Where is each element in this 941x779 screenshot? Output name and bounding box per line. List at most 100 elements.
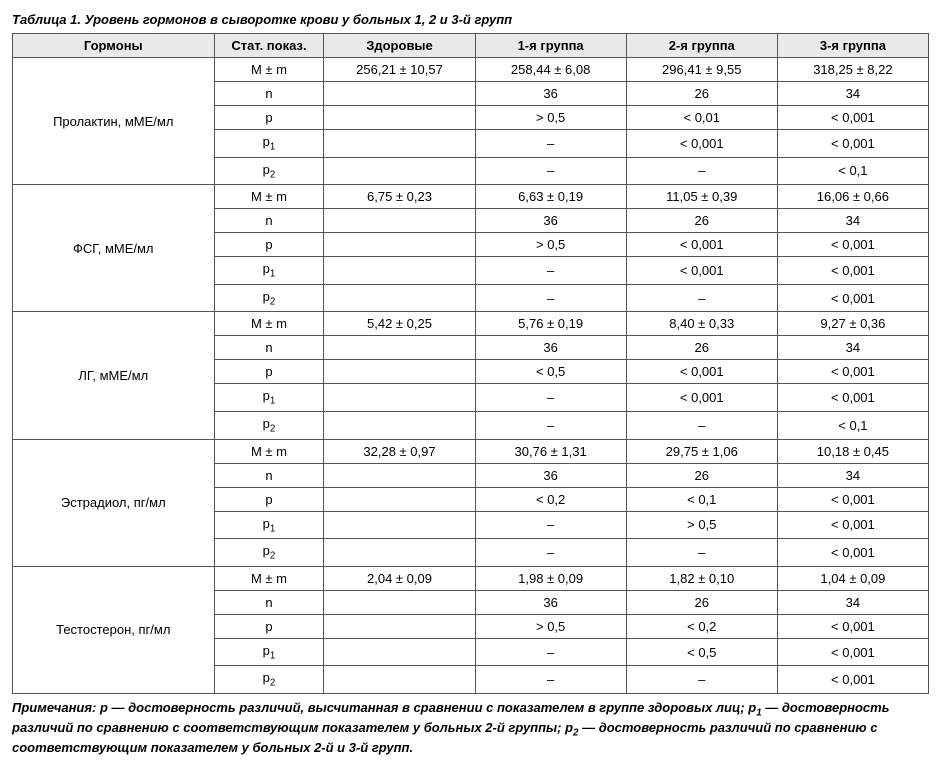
value-cell <box>324 487 475 511</box>
value-cell: – <box>626 157 777 185</box>
stat-label-cell: M ± m <box>214 312 324 336</box>
value-cell: – <box>626 666 777 694</box>
value-cell <box>324 284 475 312</box>
stat-label-cell: n <box>214 209 324 233</box>
value-cell: < 0,001 <box>777 106 928 130</box>
value-cell: 296,41 ± 9,55 <box>626 58 777 82</box>
stat-label-cell: M ± m <box>214 58 324 82</box>
value-cell: 8,40 ± 0,33 <box>626 312 777 336</box>
value-cell: < 0,001 <box>777 666 928 694</box>
value-cell: > 0,5 <box>475 614 626 638</box>
value-cell: < 0,1 <box>777 157 928 185</box>
value-cell <box>324 257 475 285</box>
hormone-table: Гормоны Стат. показ. Здоровые 1-я группа… <box>12 33 929 694</box>
value-cell <box>324 360 475 384</box>
value-cell: 318,25 ± 8,22 <box>777 58 928 82</box>
value-cell: 5,76 ± 0,19 <box>475 312 626 336</box>
value-cell: < 0,001 <box>777 130 928 158</box>
value-cell <box>324 614 475 638</box>
value-cell: 26 <box>626 590 777 614</box>
value-cell <box>324 336 475 360</box>
value-cell: 1,82 ± 0,10 <box>626 566 777 590</box>
stat-label-cell: p1 <box>214 257 324 285</box>
value-cell: 16,06 ± 0,66 <box>777 185 928 209</box>
value-cell: > 0,5 <box>475 233 626 257</box>
value-cell: – <box>475 666 626 694</box>
col-group2: 2-я группа <box>626 34 777 58</box>
value-cell <box>324 130 475 158</box>
value-cell: 36 <box>475 463 626 487</box>
value-cell: – <box>475 638 626 666</box>
table-row: Тестостерон, пг/млM ± m2,04 ± 0,091,98 ±… <box>13 566 929 590</box>
value-cell: < 0,001 <box>777 539 928 567</box>
value-cell: 34 <box>777 463 928 487</box>
value-cell: – <box>475 284 626 312</box>
stat-label-cell: p <box>214 360 324 384</box>
value-cell: – <box>475 539 626 567</box>
value-cell: 36 <box>475 336 626 360</box>
value-cell: < 0,001 <box>777 360 928 384</box>
value-cell <box>324 539 475 567</box>
stat-label-cell: p2 <box>214 157 324 185</box>
value-cell: < 0,001 <box>777 284 928 312</box>
stat-label-cell: M ± m <box>214 439 324 463</box>
value-cell: 2,04 ± 0,09 <box>324 566 475 590</box>
notes-text-1: Примечания: p — достоверность различий, … <box>12 700 756 715</box>
hormone-cell: Тестостерон, пг/мл <box>13 566 215 693</box>
value-cell: 10,18 ± 0,45 <box>777 439 928 463</box>
value-cell <box>324 463 475 487</box>
value-cell: 34 <box>777 82 928 106</box>
value-cell: – <box>475 157 626 185</box>
value-cell: 36 <box>475 209 626 233</box>
col-group1: 1-я группа <box>475 34 626 58</box>
value-cell <box>324 638 475 666</box>
value-cell <box>324 411 475 439</box>
value-cell <box>324 666 475 694</box>
value-cell: 1,04 ± 0,09 <box>777 566 928 590</box>
value-cell: < 0,001 <box>626 257 777 285</box>
stat-label-cell: M ± m <box>214 566 324 590</box>
value-cell: < 0,001 <box>777 233 928 257</box>
value-cell: > 0,5 <box>626 511 777 539</box>
stat-label-cell: p2 <box>214 284 324 312</box>
value-cell: < 0,001 <box>777 257 928 285</box>
value-cell: 29,75 ± 1,06 <box>626 439 777 463</box>
table-row: ЛГ, мМЕ/млM ± m5,42 ± 0,255,76 ± 0,198,4… <box>13 312 929 336</box>
hormone-cell: ЛГ, мМЕ/мл <box>13 312 215 439</box>
value-cell: < 0,001 <box>626 130 777 158</box>
stat-label-cell: p1 <box>214 638 324 666</box>
value-cell: 26 <box>626 209 777 233</box>
value-cell: < 0,001 <box>777 614 928 638</box>
value-cell: – <box>475 411 626 439</box>
stat-label-cell: n <box>214 82 324 106</box>
stat-label-cell: p <box>214 614 324 638</box>
value-cell <box>324 511 475 539</box>
value-cell: < 0,01 <box>626 106 777 130</box>
value-cell <box>324 106 475 130</box>
value-cell: – <box>475 384 626 412</box>
stat-label-cell: n <box>214 463 324 487</box>
value-cell: – <box>626 411 777 439</box>
value-cell: 34 <box>777 590 928 614</box>
value-cell: 258,44 ± 6,08 <box>475 58 626 82</box>
value-cell: 6,63 ± 0,19 <box>475 185 626 209</box>
value-cell: < 0,001 <box>777 511 928 539</box>
table-notes: Примечания: p — достоверность различий, … <box>12 700 929 756</box>
stat-label-cell: n <box>214 590 324 614</box>
hormone-cell: Пролактин, мМЕ/мл <box>13 58 215 185</box>
table-caption: Таблица 1. Уровень гормонов в сыворотке … <box>12 12 929 27</box>
value-cell: 9,27 ± 0,36 <box>777 312 928 336</box>
value-cell: – <box>475 511 626 539</box>
value-cell: < 0,001 <box>777 638 928 666</box>
hormone-cell: Эстрадиол, пг/мл <box>13 439 215 566</box>
value-cell: 5,42 ± 0,25 <box>324 312 475 336</box>
value-cell: < 0,001 <box>626 360 777 384</box>
value-cell: 6,75 ± 0,23 <box>324 185 475 209</box>
value-cell: < 0,5 <box>475 360 626 384</box>
value-cell: – <box>626 284 777 312</box>
value-cell: 1,98 ± 0,09 <box>475 566 626 590</box>
col-hormone: Гормоны <box>13 34 215 58</box>
value-cell: > 0,5 <box>475 106 626 130</box>
stat-label-cell: p2 <box>214 411 324 439</box>
value-cell: < 0,001 <box>777 487 928 511</box>
